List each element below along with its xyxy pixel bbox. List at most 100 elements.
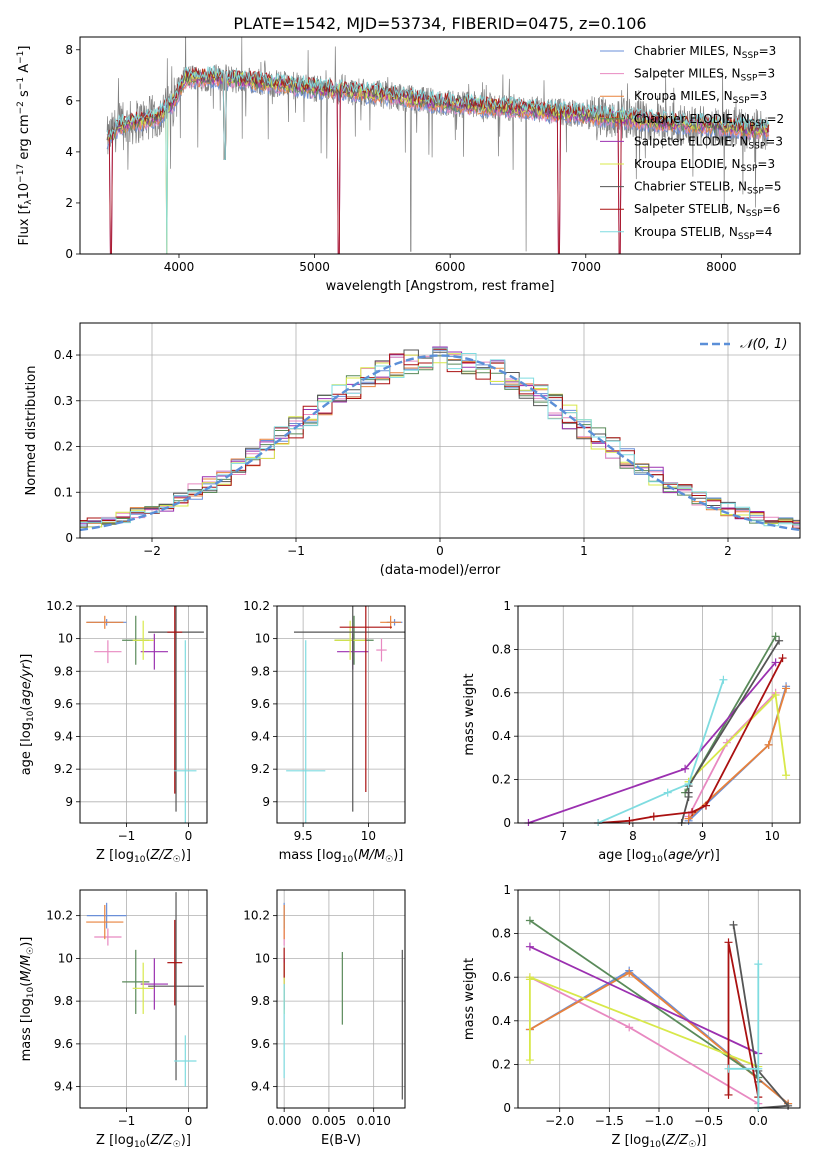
y-axis-label: Normed distribution (24, 366, 39, 496)
x-tick-label: −1.0 (644, 1114, 673, 1128)
y-tick-label: 1 (503, 883, 511, 897)
y-tick-label: 9 (65, 795, 73, 809)
plot-area (106, 37, 770, 254)
x-tick-label: 0.005 (312, 1114, 346, 1128)
age-vs-metallicity-panel: −1 0 9 9.2 9.4 9.6 9.8 10 10.2 Z [log10(Z/Z☉)] age… (19, 599, 208, 865)
x-tick-label: −1 (287, 544, 305, 558)
weight-line-salpeter-elodie (529, 945, 759, 1055)
residuals-panel: −2 −1 0 1 2 0 0.1 0.2 0.3 0.4 (data-model)/error No… (24, 322, 801, 578)
weight-marker-kroupa-stelib (754, 1064, 763, 1073)
y-tick-label: 10.2 (46, 909, 73, 923)
y-tick-label: 0.2 (54, 440, 73, 454)
weight-marker-kroupa-stelib (663, 788, 672, 797)
x-tick-label: 0 (185, 1114, 193, 1128)
x-tick-label: −0.5 (694, 1114, 723, 1128)
y-tick-label: 0.6 (492, 686, 511, 700)
y-tick-label: 0.3 (54, 394, 73, 408)
weight-marker-kroupa-miles (782, 684, 791, 693)
y-tick-label: 9.4 (54, 1080, 73, 1094)
weight-marker-salpeter-elodie (525, 942, 534, 951)
axes-frame (79, 605, 208, 824)
x-tick-label: −2 (143, 544, 161, 558)
y-tick-label: 0.4 (492, 1014, 511, 1028)
y-tick-label: 9.2 (54, 762, 73, 776)
x-tick-label: 10 (361, 829, 376, 843)
y-tick-label: 9.8 (54, 664, 73, 678)
y-tick-label: 0.1 (54, 485, 73, 499)
weight-marker-kroupa-stelib (719, 675, 728, 684)
y-tick-label: 0.8 (492, 927, 511, 941)
y-tick-label: 2 (65, 196, 73, 210)
weight-marker-kroupa-elodie (782, 771, 791, 780)
x-tick-label: 10 (765, 829, 780, 843)
y-axis-label: mass weight (462, 673, 477, 755)
weight-marker-salpeter-stelib (724, 938, 733, 947)
legend-label-normal: 𝒩(0, 1) (740, 337, 787, 352)
y-tick-label: 0 (503, 816, 511, 830)
y-tick-label: 10.2 (243, 909, 270, 923)
y-tick-label: 9.2 (251, 762, 270, 776)
y-axis-label: age [log10(age/yr)] (19, 654, 36, 776)
y-tick-label: 9.4 (54, 730, 73, 744)
weight-marker-kroupa-miles (684, 814, 693, 823)
x-axis-label: Z [log10(Z/Z☉)] (612, 1133, 707, 1150)
legend-label-kroupa-stelib: Kroupa STELIB, NSSP=4 (634, 225, 772, 242)
plot-area (86, 606, 204, 823)
y-tick-label: 4 (65, 145, 73, 159)
y-tick-label: 9.4 (251, 1080, 270, 1094)
weight-marker-chabrier-elodie (771, 632, 780, 641)
y-tick-label: 9.6 (251, 697, 270, 711)
y-tick-label: 0 (65, 247, 73, 261)
legend-label-chabrier-miles: Chabrier MILES, NSSP=3 (634, 44, 776, 61)
x-tick-label: 0.010 (356, 1114, 390, 1128)
x-tick-label: −1 (118, 829, 136, 843)
plot-area (80, 346, 800, 532)
weight-line-salpeter-stelib (598, 657, 784, 824)
y-tick-label: 0.2 (492, 773, 511, 787)
y-tick-label: 10.2 (46, 599, 73, 613)
plot-area (286, 606, 405, 823)
plot-area (525, 916, 793, 1111)
y-tick-label: 0 (503, 1101, 511, 1115)
weight-marker-kroupa-elodie (771, 690, 780, 699)
spectrum-panel: 4000 5000 6000 7000 8000 0 2 4 6 8 wavelength [Ang… (16, 36, 801, 294)
model-spectrum-kroupa-stelib (106, 65, 770, 254)
mass-vs-metallicity-panel: −1 0 9.4 9.6 9.8 10 10.2 Z [log10(Z/Z☉)] mass [l… (19, 889, 208, 1150)
y-tick-label: 0.4 (54, 348, 73, 362)
weight-marker-kroupa-elodie (525, 1056, 534, 1065)
y-tick-label: 10 (255, 632, 270, 646)
weight-marker-salpeter-stelib (702, 801, 710, 810)
legend-label-salpeter-elodie: Salpeter ELODIE, NSSP=3 (634, 134, 783, 151)
y-tick-label: 0.8 (492, 642, 511, 656)
x-tick-label: 0 (436, 544, 444, 558)
weight-marker-salpeter-stelib (625, 816, 634, 825)
mass-vs-ebv-panel: 0.000 0.005 0.010 9.4 9.6 9.8 10 10.2 E(B-V) (243, 889, 406, 1148)
normal-distribution-curve (80, 354, 800, 532)
x-tick-label: 0.000 (267, 1114, 301, 1128)
y-tick-label: 0.4 (492, 729, 511, 743)
histogram-salpeter-stelib (80, 348, 800, 529)
legend-label-chabrier-elodie: Chabrier ELODIE, NSSP=2 (634, 112, 784, 129)
x-tick-label: −1.5 (595, 1114, 624, 1128)
weight-marker-salpeter-stelib (778, 654, 787, 663)
y-tick-label: 10.2 (243, 599, 270, 613)
x-axis-label: E(B-V) (321, 1133, 361, 1148)
x-axis-label: Z [log10(Z/Z☉)] (96, 1133, 191, 1150)
weight-line-kroupa-elodie (529, 975, 759, 1068)
y-tick-label: 9.8 (251, 994, 270, 1008)
y-tick-label: 8 (65, 43, 73, 57)
x-tick-label: −1 (118, 1114, 136, 1128)
x-tick-label: 1 (580, 544, 588, 558)
x-axis-label: wavelength [Angstrom, rest frame] (326, 279, 555, 294)
weight-line-kroupa-stelib (597, 679, 725, 824)
x-axis-label: mass [log10(M/M☉)] (279, 848, 404, 865)
y-axis-label: mass weight (462, 958, 477, 1040)
x-tick-label: 0.0 (749, 1114, 768, 1128)
weight-marker-kroupa-miles (764, 740, 773, 749)
weight-marker-kroupa-elodie (525, 973, 534, 982)
y-tick-label: 10 (58, 632, 73, 646)
y-tick-label: 6 (65, 94, 73, 108)
weight-vs-metallicity-panel: −2.0 −1.5 −1.0 −0.5 0.0 0 0.2 0.4 0.6 0.8 1 Z [log1… (462, 883, 801, 1150)
weight-line-salpeter-miles (529, 976, 759, 1105)
weight-marker-salpeter-stelib (724, 1090, 733, 1099)
